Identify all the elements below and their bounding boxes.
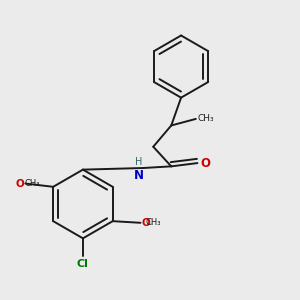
Text: CH₃: CH₃ xyxy=(197,114,214,123)
Text: O: O xyxy=(142,218,151,228)
Text: CH₃: CH₃ xyxy=(24,179,40,188)
Text: N: N xyxy=(134,169,144,182)
Text: CH₃: CH₃ xyxy=(145,218,160,227)
Text: H: H xyxy=(135,157,142,167)
Text: O: O xyxy=(200,157,210,169)
Text: Cl: Cl xyxy=(77,259,89,269)
Text: O: O xyxy=(15,178,24,188)
